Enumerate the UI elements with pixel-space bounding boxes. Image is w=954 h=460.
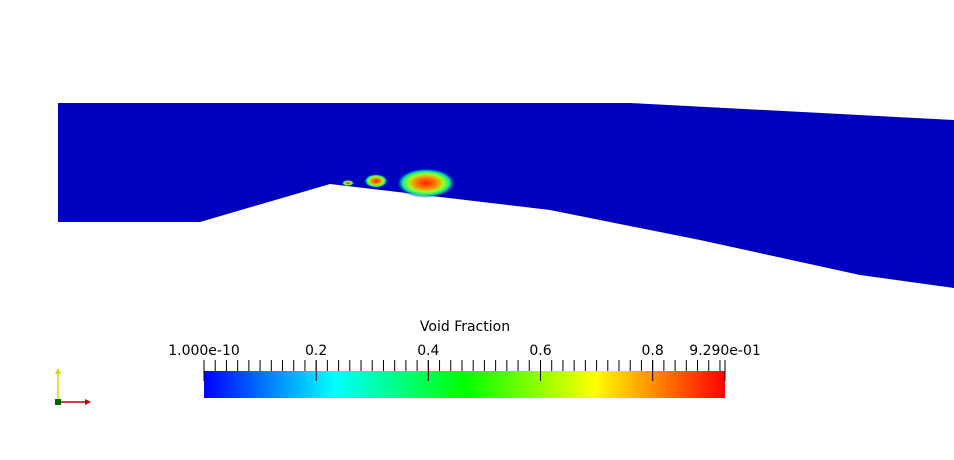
tick-label: 9.290e-01 <box>689 343 761 359</box>
bubble <box>342 180 354 186</box>
colorbar-title: Void Fraction <box>420 319 510 335</box>
colorbar <box>204 371 725 398</box>
axes-triad <box>55 368 91 405</box>
tick-label: 0.8 <box>642 343 664 359</box>
tick-label: 0.6 <box>529 343 551 359</box>
flow-domain <box>58 103 954 288</box>
bubble <box>396 168 456 198</box>
tick-label: 0.4 <box>417 343 439 359</box>
bubble <box>364 174 388 188</box>
tick-label: 1.000e-10 <box>168 343 240 359</box>
tick-label: 0.2 <box>305 343 327 359</box>
